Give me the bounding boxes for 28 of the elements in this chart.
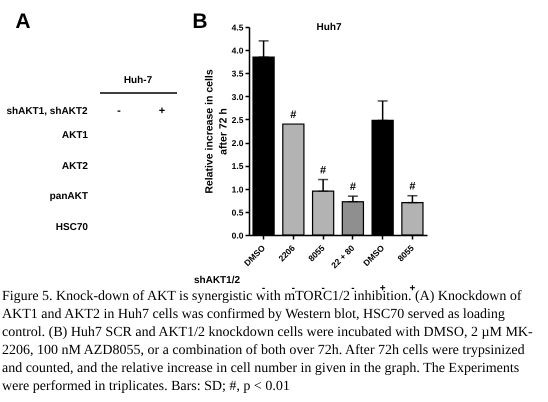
y-tick-label: 1.0 <box>232 184 244 194</box>
text: AKT2 <box>62 161 88 172</box>
data-label: # <box>350 181 356 194</box>
text: + <box>158 105 166 117</box>
y-tick-label: 3.5 <box>232 68 244 79</box>
chart-title: Huh7 <box>316 22 342 33</box>
text: B <box>192 10 208 33</box>
text: Huh-7 <box>124 75 153 86</box>
data-label: # <box>320 164 326 177</box>
text: panAKT <box>50 191 88 202</box>
y-tick-label: 4.0 <box>232 46 244 56</box>
data-label: # <box>290 109 296 122</box>
x-tick-label: 22 + 80 <box>329 242 357 270</box>
y-tick-label: 0.5 <box>232 207 244 218</box>
y-tick-label: 2.5 <box>232 114 244 125</box>
text: HSC70 <box>56 222 88 233</box>
y-tick-label: 2.0 <box>232 138 244 148</box>
text: shAKT1, shAKT2 <box>6 106 88 117</box>
text: AKT1 <box>62 130 88 141</box>
text: - <box>117 105 122 117</box>
data-label: # <box>409 180 416 193</box>
y-tick-label: 3.0 <box>232 92 244 102</box>
y-tick-label: 0.0 <box>232 230 244 240</box>
y-tick-label: 1.5 <box>232 161 244 172</box>
y-axis-title: Relative increase in cells after 72 h <box>204 69 230 194</box>
y-tick-label: 4.5 <box>232 22 244 32</box>
text: A <box>15 10 31 33</box>
text: shAKT1/2 <box>194 275 240 286</box>
